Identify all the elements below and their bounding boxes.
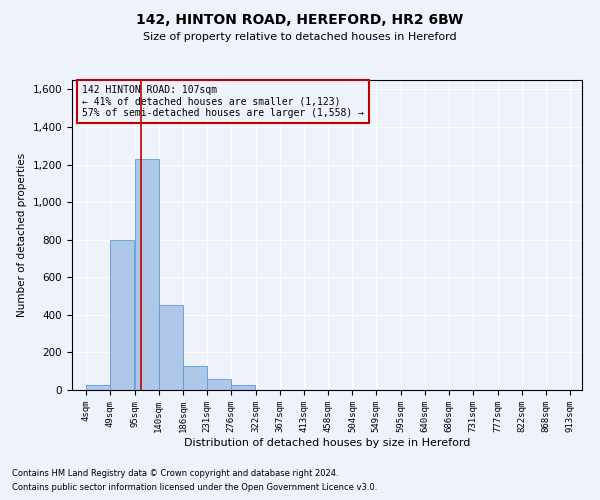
- Text: 142 HINTON ROAD: 107sqm
← 41% of detached houses are smaller (1,123)
57% of semi: 142 HINTON ROAD: 107sqm ← 41% of detache…: [82, 84, 364, 118]
- Y-axis label: Number of detached properties: Number of detached properties: [17, 153, 27, 317]
- Bar: [135, 159, 158, 390]
- Bar: [159, 306, 182, 390]
- Text: Contains HM Land Registry data © Crown copyright and database right 2024.: Contains HM Land Registry data © Crown c…: [12, 468, 338, 477]
- Bar: [86, 386, 110, 390]
- Text: 142, HINTON ROAD, HEREFORD, HR2 6BW: 142, HINTON ROAD, HEREFORD, HR2 6BW: [136, 12, 464, 26]
- Bar: [207, 378, 231, 390]
- Text: Contains public sector information licensed under the Open Government Licence v3: Contains public sector information licen…: [12, 484, 377, 492]
- Text: Size of property relative to detached houses in Hereford: Size of property relative to detached ho…: [143, 32, 457, 42]
- X-axis label: Distribution of detached houses by size in Hereford: Distribution of detached houses by size …: [184, 438, 470, 448]
- Bar: [184, 366, 207, 390]
- Bar: [110, 240, 134, 390]
- Bar: [231, 386, 255, 390]
